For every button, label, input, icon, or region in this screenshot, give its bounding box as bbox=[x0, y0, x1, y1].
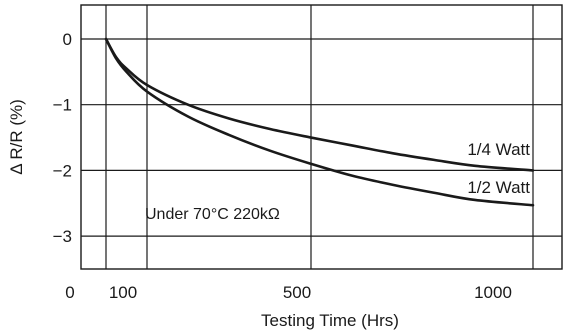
x-tick-label: 100 bbox=[109, 283, 137, 302]
y-tick-label: 0 bbox=[63, 30, 72, 49]
series-label-quarter-watt: 1/4 Watt bbox=[467, 140, 530, 159]
plot-frame bbox=[80, 4, 563, 270]
condition-annotation: Under 70°C 220kΩ bbox=[145, 206, 280, 223]
x-tick-label: 500 bbox=[283, 283, 311, 302]
y-axis-title: Δ R/R (%) bbox=[7, 99, 26, 175]
grid bbox=[81, 5, 562, 269]
x-axis-title: Testing Time (Hrs) bbox=[261, 311, 399, 330]
y-tick-label: −1 bbox=[53, 96, 72, 115]
y-tick-label: −3 bbox=[53, 227, 72, 246]
series-label-half-watt: 1/2 Watt bbox=[467, 178, 530, 197]
x-tick-label: 1000 bbox=[474, 283, 512, 302]
x-tick-label: 0 bbox=[65, 283, 74, 302]
series-curves bbox=[104, 37, 535, 207]
y-tick-labels: 0 −1 −2 −3 bbox=[53, 30, 72, 246]
series-line-quarter-watt bbox=[104, 37, 535, 172]
x-tick-labels: 0 100 500 1000 bbox=[65, 283, 512, 302]
series-line-half-watt bbox=[104, 37, 535, 207]
y-tick-label: −2 bbox=[53, 161, 72, 180]
